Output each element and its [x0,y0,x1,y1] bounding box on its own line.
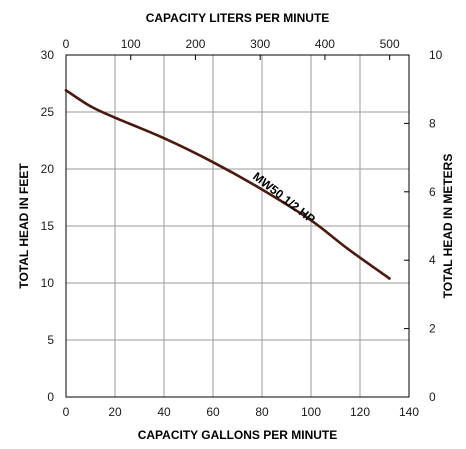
x-bottom-tick-label: 60 [206,405,220,419]
series-point [388,277,391,280]
x-top-tick-label: 200 [185,37,205,51]
x-bottom-tick-label: 80 [255,405,269,419]
grid-lines [65,54,410,398]
y-left-tick-label: 10 [41,276,55,290]
series-point [89,105,92,108]
series-point [309,219,313,222]
x-bottom-tick-label: 120 [350,405,370,419]
x-top-tick-label: 0 [63,37,70,51]
y-right-tick-label: 2 [429,322,436,336]
x-top-tick-label: 400 [315,37,335,51]
y-left-tick-label: 5 [47,333,54,347]
x-top-tick-label: 500 [380,37,400,51]
series-points [64,89,391,280]
curve-annotation: MW50 1/2 HP [250,169,317,226]
y-left-tick-label: 30 [41,48,55,62]
y-right-ticks: 0 2 4 6 8 10 [404,48,443,404]
y-right-tick-label: 0 [429,390,436,404]
y-right-tick-label: 10 [429,48,443,62]
series-point [346,247,350,251]
y-left-axis-title: TOTAL HEAD IN FEET [17,163,31,289]
x-bottom-tick-label: 40 [157,405,171,419]
x-bottom-tick-label: 100 [301,405,321,419]
x-bottom-ticks: 0 20 40 60 80 100 120 140 [63,405,420,419]
x-bottom-tick-label: 20 [108,405,122,419]
y-left-tick-label: 25 [41,105,55,119]
series-point [211,160,215,164]
y-left-tick-label: 0 [47,390,54,404]
series-point [162,136,166,140]
x-bottom-axis-title: CAPACITY GALLONS PER MINUTE [138,428,338,442]
x-top-axis-title: CAPACITY LITERS PER MINUTE [146,11,330,25]
x-top-tick-label: 100 [121,37,141,51]
y-left-tick-label: 20 [41,162,55,176]
y-right-tick-label: 4 [429,253,436,267]
x-bottom-tick-label: 140 [399,405,419,419]
x-bottom-tick-label: 0 [63,405,70,419]
x-top-ticks: 0 100 200 300 400 500 [63,37,400,60]
y-left-ticks: 0 5 10 15 20 25 30 [41,48,55,404]
y-right-tick-label: 8 [429,116,436,130]
x-top-tick-label: 300 [250,37,270,51]
series-point [64,89,68,92]
plot-frame [65,54,410,398]
y-left-tick-label: 15 [41,219,55,233]
series-point [260,188,264,191]
series-point [113,116,117,119]
y-right-axis-title: TOTAL HEAD IN METERS [441,154,455,299]
y-right-tick-label: 6 [429,185,436,199]
